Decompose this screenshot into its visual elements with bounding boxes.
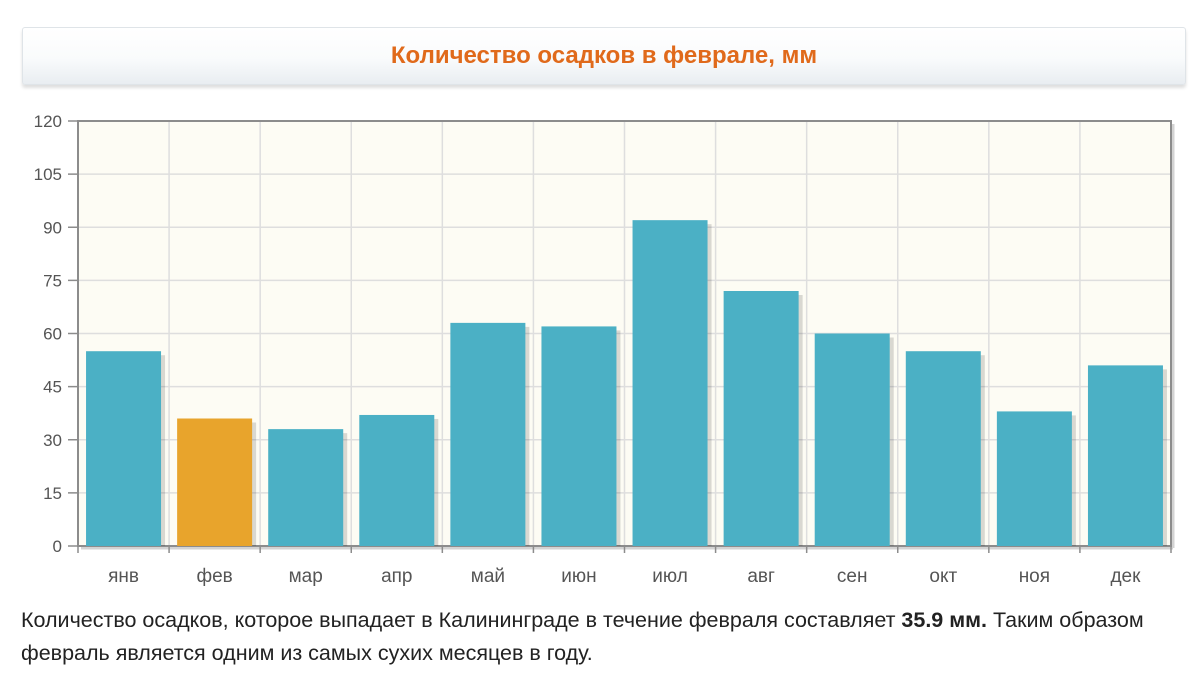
bar-окт — [905, 351, 981, 546]
x-tick-label: янв — [108, 566, 139, 587]
description-value: 35.9 мм. — [901, 608, 988, 632]
bar-янв — [86, 351, 162, 546]
x-tick-label: авг — [747, 566, 775, 587]
description-before: Количество осадков, которое выпадает в К… — [21, 608, 902, 632]
bar-мар — [268, 429, 344, 546]
bar-сен — [814, 333, 890, 546]
bar-дек — [1087, 365, 1163, 546]
y-tick-label: 105 — [34, 165, 62, 184]
description-after: Таким образом февраль является одним из … — [21, 608, 1144, 665]
x-tick-label: май — [471, 566, 505, 587]
x-tick-label: окт — [929, 566, 957, 587]
bar-апр — [359, 414, 435, 546]
x-tick-label: ноя — [1019, 566, 1050, 587]
x-tick-label: мар — [289, 566, 323, 587]
bar-фев — [177, 418, 253, 546]
y-tick-label: 90 — [43, 218, 62, 237]
x-tick-label: апр — [381, 566, 412, 587]
bar-авг — [723, 291, 799, 546]
chart-title: Количество осадков в феврале, мм — [390, 42, 818, 69]
x-tick-label: сен — [837, 566, 868, 587]
y-tick-label: 15 — [43, 484, 62, 503]
bar-май — [450, 322, 526, 546]
precipitation-bar-chart: 0 15 30 45 60 75 90 105 120 янв фев мар апр май июн июл… — [34, 112, 1175, 587]
y-tick-label: 0 — [53, 537, 62, 556]
x-tick-label: июн — [561, 566, 596, 587]
y-tick-label: 60 — [43, 325, 62, 344]
x-tick-label: июл — [652, 566, 688, 587]
x-tick-label: дек — [1110, 566, 1141, 587]
bar-июн — [541, 326, 617, 546]
y-tick-label: 120 — [34, 112, 62, 131]
y-tick-label: 45 — [43, 378, 62, 397]
bar-июл — [632, 220, 708, 546]
y-tick-label: 30 — [43, 431, 62, 450]
x-tick-label: фев — [196, 566, 232, 587]
chart-title-box: Количество осадков в феврале, мм — [22, 27, 1186, 85]
y-tick-label: 75 — [43, 271, 62, 290]
description-text: Количество осадков, которое выпадает в К… — [21, 604, 1171, 670]
bar-ноя — [996, 411, 1072, 546]
